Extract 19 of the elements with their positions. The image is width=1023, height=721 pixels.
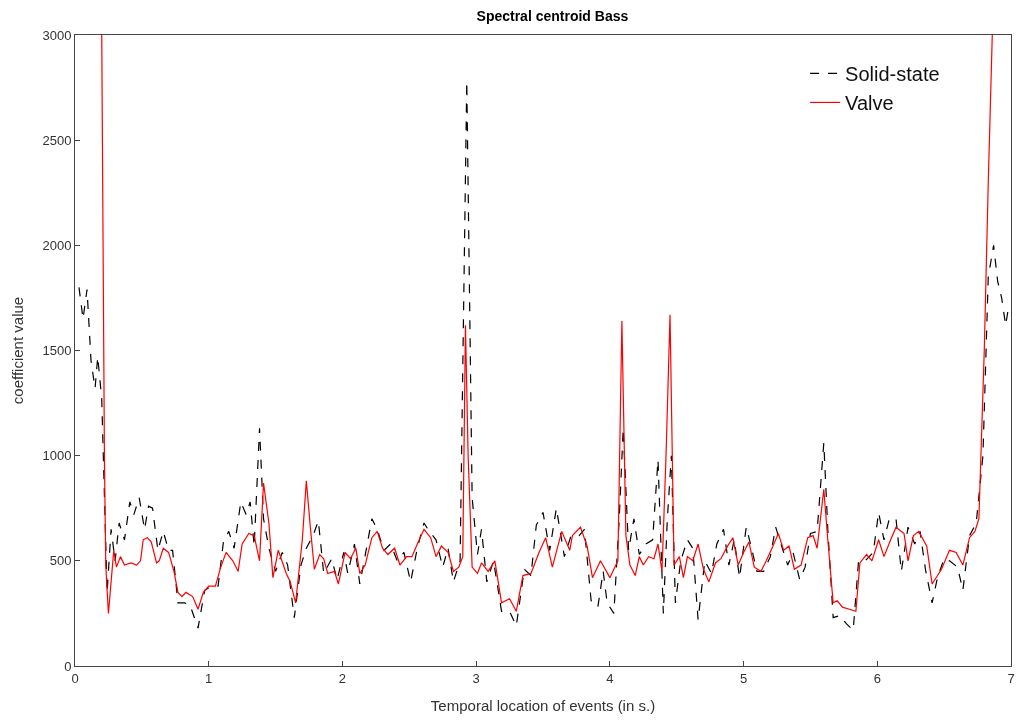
legend-label: Valve [845,92,894,115]
x-tick-label: 6 [873,670,881,686]
y-tick-label: 2500 [42,132,72,148]
x-tick-label: 7 [1007,670,1015,686]
y-axis-title: coefficient value [8,296,26,405]
x-tick-label: 5 [739,670,748,686]
y-tick-label: 0 [64,658,72,674]
y-tick-label: 3000 [42,27,72,43]
y-tick-label: 1000 [42,448,72,464]
y-tick-label: 1500 [42,343,72,359]
chart-title: Spectral centroid Bass [476,7,629,24]
x-tick-label: 4 [606,670,614,686]
x-tick-label: 2 [338,670,347,686]
x-axis-title: Temporal location of events (in s.) [430,696,656,714]
y-tick-label: 2000 [42,237,72,253]
x-tick-label: 1 [205,670,213,686]
x-tick-label: 3 [472,670,480,686]
legend-label: Solid-state [845,63,940,86]
y-tick-label: 500 [49,553,72,569]
